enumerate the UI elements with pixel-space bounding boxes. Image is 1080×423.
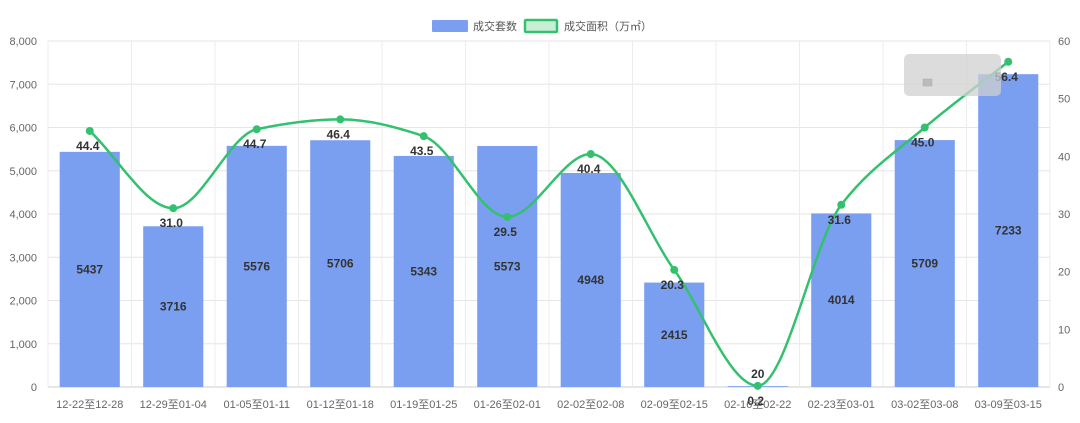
line-point[interactable] [169, 204, 178, 213]
line-value-label: 29.5 [494, 225, 518, 239]
x-tick-label: 12-29至01-04 [140, 399, 207, 411]
x-tick-label: 02-16至02-22 [724, 399, 791, 411]
legend-label-line[interactable]: 成交面积（万㎡） [564, 19, 652, 33]
line-point[interactable] [1004, 57, 1013, 66]
x-tick-label: 01-12至01-18 [307, 399, 374, 411]
bar-value-label: 5709 [911, 257, 938, 271]
line-value-label: 44.7 [243, 137, 267, 151]
bar-value-label: 5573 [494, 259, 521, 273]
left-y-tick-label: 2,000 [9, 296, 37, 308]
right-y-tick-label: 30 [1058, 209, 1070, 221]
bar[interactable] [894, 140, 955, 387]
left-y-tick-label: 6,000 [9, 123, 37, 135]
bar-value-label: 5437 [76, 262, 103, 276]
left-y-tick-label: 5,000 [9, 166, 37, 178]
bar-value-label: 5706 [327, 257, 354, 271]
line-point[interactable] [753, 381, 762, 390]
line-point[interactable] [920, 123, 929, 132]
line-point[interactable] [586, 150, 595, 159]
bar-value-label: 4948 [577, 273, 604, 287]
bar[interactable] [477, 145, 538, 387]
legend: 成交套数 成交面积（万㎡） [432, 18, 652, 34]
bar[interactable] [644, 282, 705, 387]
x-tick-label: 03-09至03-15 [975, 399, 1042, 411]
line-point[interactable] [837, 200, 846, 209]
line-value-label: 20.3 [661, 278, 685, 292]
line-value-label: 0.2 [747, 394, 764, 408]
bar-value-label: 7233 [995, 224, 1022, 238]
line-value-label: 43.5 [410, 144, 434, 158]
left-y-tick-label: 8,000 [9, 36, 37, 48]
x-tick-label: 02-02至02-08 [557, 399, 624, 411]
bar-value-label: 4014 [828, 293, 855, 307]
legend-swatch-line[interactable] [523, 18, 559, 34]
line-point[interactable] [85, 126, 94, 135]
legend-swatch-bars[interactable] [432, 20, 468, 32]
bar[interactable] [59, 151, 120, 387]
right-y-axis: 0 10 20 30 40 50 60 [1058, 36, 1070, 394]
bar-value-label: 2415 [661, 328, 688, 342]
bar-value-label: 20 [751, 367, 765, 381]
line-point[interactable] [419, 132, 428, 141]
bar[interactable] [310, 140, 371, 387]
line-value-label: 46.4 [327, 127, 351, 141]
left-y-tick-label: 4,000 [9, 209, 37, 221]
tooltip-placeholder-icon [922, 78, 933, 87]
line-value-label: 40.4 [577, 162, 601, 176]
bar[interactable] [811, 213, 872, 387]
bar[interactable] [978, 74, 1039, 387]
right-y-tick-label: 40 [1058, 151, 1070, 163]
left-y-tick-label: 7,000 [9, 79, 37, 91]
left-y-tick-label: 1,000 [9, 339, 37, 351]
x-tick-label: 12-22至12-28 [56, 399, 123, 411]
right-y-tick-label: 50 [1058, 94, 1070, 106]
right-y-tick-label: 20 [1058, 267, 1070, 279]
line-point[interactable] [336, 115, 345, 124]
bar-value-label: 5343 [410, 264, 437, 278]
data-labels: 5437 3716 5576 5706 5343 5573 4948 2415 20 4014 57… [76, 70, 1022, 408]
bar[interactable] [393, 155, 454, 387]
legend-label-bars[interactable]: 成交套数 [473, 19, 517, 33]
bar-value-label: 3716 [160, 300, 187, 314]
right-y-tick-label: 60 [1058, 36, 1070, 48]
left-y-tick-label: 0 [31, 382, 37, 394]
bar[interactable] [226, 145, 287, 387]
x-tick-label: 01-05至01-11 [224, 399, 290, 411]
right-y-tick-label: 10 [1058, 324, 1070, 336]
line-point[interactable] [503, 212, 512, 221]
right-y-tick-label: 0 [1058, 382, 1064, 394]
line-point[interactable] [252, 125, 261, 134]
line-point[interactable] [670, 265, 679, 274]
line-value-label: 31.0 [160, 216, 184, 230]
x-tick-label: 02-23至03-01 [808, 399, 875, 411]
x-tick-label: 03-02至03-08 [891, 399, 958, 411]
left-y-tick-label: 3,000 [9, 252, 37, 264]
bar-series [59, 74, 1039, 387]
x-tick-label: 02-09至02-15 [641, 399, 708, 411]
line-value-label: 44.4 [76, 139, 100, 153]
line-value-label: 45.0 [911, 136, 935, 150]
x-tick-label: 01-26至02-01 [474, 399, 541, 411]
bar[interactable] [143, 226, 204, 387]
tooltip-placeholder-box [904, 54, 1001, 96]
line-series [85, 57, 1013, 390]
line-value-label: 31.6 [828, 213, 852, 227]
bar-value-label: 5576 [243, 259, 270, 273]
x-tick-label: 01-19至01-25 [390, 399, 457, 411]
left-y-axis: 0 1,000 2,000 3,000 4,000 5,000 6,000 7,000 8,00… [9, 36, 37, 394]
bar[interactable] [560, 172, 621, 387]
floating-overlay [904, 54, 1001, 96]
x-axis: 12-22至12-28 12-29至01-04 01-05至01-11 01-12至0… [56, 399, 1042, 411]
